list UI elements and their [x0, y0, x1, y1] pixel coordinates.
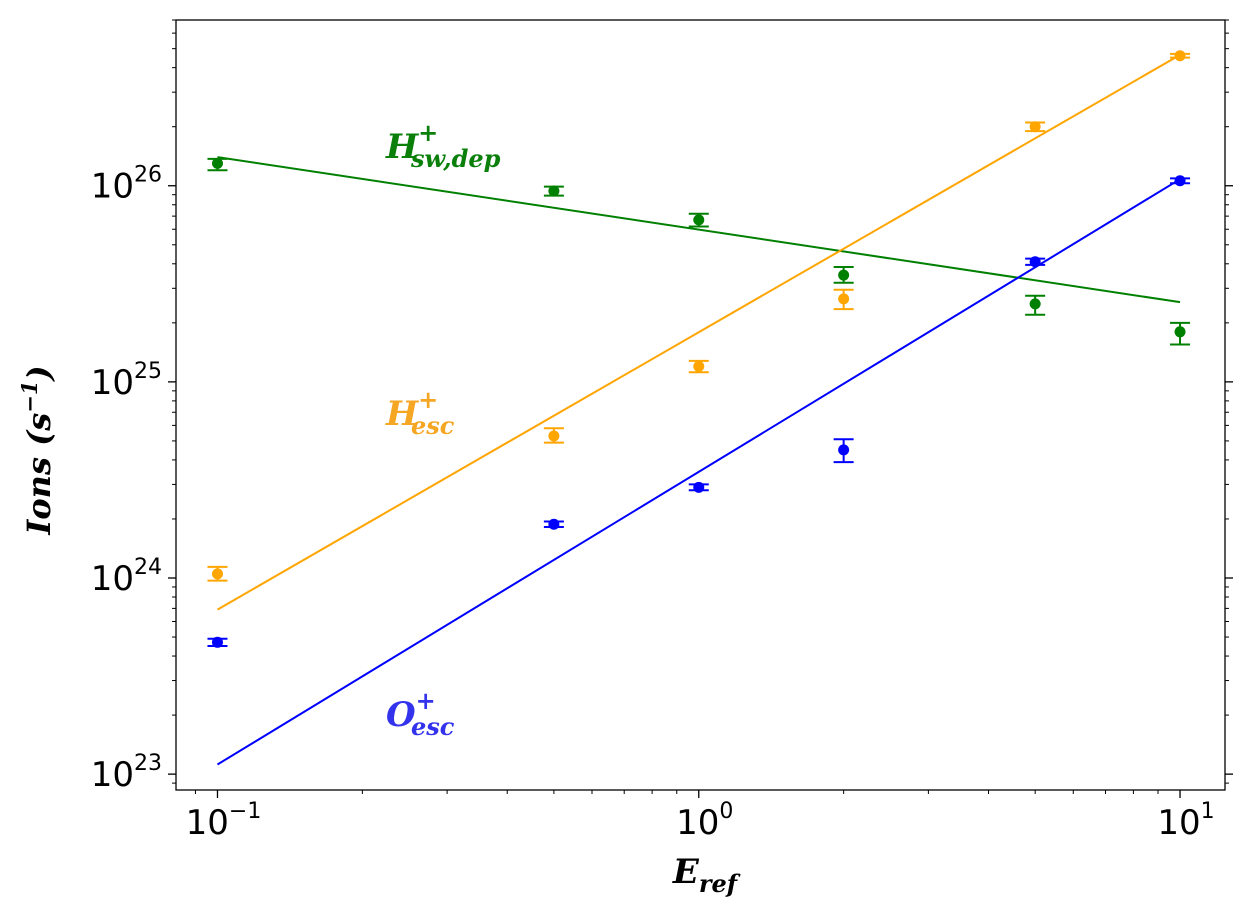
y-tick-label-exp: 23	[134, 751, 162, 776]
fit-lines	[216, 53, 1181, 766]
x-axis-title-sub: ref	[699, 869, 741, 898]
y-axis-title-sup: −1	[17, 381, 42, 413]
x-tick-label: 10−1	[186, 799, 262, 843]
y-tick-label-exp: 25	[134, 359, 162, 384]
annotation-sup: +	[418, 385, 438, 414]
y-tick-label: 1025	[91, 359, 162, 403]
data-point-H_sw,dep	[693, 214, 705, 226]
annotation-base: H	[385, 127, 420, 167]
fit-line-H_esc	[216, 53, 1181, 611]
fit-line-H_sw,dep	[217, 156, 1181, 304]
data-point-H_esc	[1174, 50, 1186, 62]
data-point-H_sw,dep	[548, 185, 560, 197]
y-tick-label-base: 10	[91, 755, 134, 795]
annotation-sup: +	[416, 686, 436, 715]
data-point-H_sw,dep	[838, 269, 850, 281]
x-axis-title-base: E	[672, 852, 700, 892]
annotation-O_esc: O+ esc	[386, 686, 455, 741]
y-axis-title-text: Ions (s	[20, 413, 58, 536]
data-point-O_esc	[1029, 256, 1041, 268]
data-point-H_sw,dep	[1174, 326, 1186, 338]
data-point-H_esc	[1029, 121, 1041, 133]
x-tick-label-exp: 1	[1201, 799, 1215, 824]
x-tick-label-base: 10	[1157, 803, 1200, 843]
data-point-H_esc	[211, 568, 223, 580]
x-axis-title: Eref	[672, 852, 741, 898]
data-point-O_esc	[1174, 175, 1186, 187]
data-point-O_esc	[211, 636, 223, 648]
data-points	[207, 50, 1191, 648]
y-tick-label-base: 10	[91, 363, 134, 403]
annotation-sub: esc	[411, 712, 455, 741]
y-tick-label: 1023	[91, 751, 162, 795]
data-point-H_sw,dep	[211, 157, 223, 169]
annotation-sub: esc	[411, 411, 455, 440]
annotation-sub: sw,dep	[410, 144, 501, 173]
y-axis-title: Ions (s−1)	[17, 365, 58, 535]
x-tick-label-base: 10	[186, 803, 229, 843]
y-tick-label: 1024	[91, 555, 162, 599]
y-tick-label-base: 10	[91, 559, 134, 599]
y-tick-label-exp: 26	[134, 163, 162, 188]
data-point-H_esc	[838, 293, 850, 305]
fit-line-O_esc	[216, 178, 1181, 766]
data-point-O_esc	[693, 481, 705, 493]
y-minor-ticks	[172, 19, 1229, 784]
data-point-H_sw,dep	[1029, 298, 1041, 310]
annotation-sup: +	[418, 118, 438, 147]
x-minor-ticks	[194, 790, 1159, 794]
annotation-base: H	[385, 394, 420, 434]
x-tick-label: 101	[1157, 799, 1214, 843]
y-tick-label: 1026	[91, 163, 162, 207]
data-point-H_esc	[548, 430, 560, 442]
data-point-O_esc	[838, 444, 850, 456]
y-tick-label-base: 10	[91, 167, 134, 207]
plot-frame	[175, 19, 1226, 791]
x-tick-label-exp: 0	[719, 799, 733, 824]
y-tick-label-exp: 24	[134, 555, 162, 580]
annotation-H_sw,dep: H+ sw,dep	[385, 118, 501, 173]
annotation-H_esc: H+ esc	[385, 385, 455, 440]
y-axis-title-close: )	[20, 365, 58, 382]
x-tick-label-base: 10	[676, 803, 719, 843]
data-point-H_esc	[693, 360, 705, 372]
x-tick-label: 100	[676, 799, 733, 843]
x-axis-ticks: 10−1 100 101	[186, 790, 1215, 843]
data-point-O_esc	[548, 518, 560, 530]
x-tick-label-exp: −1	[229, 799, 261, 824]
annotation-base: O	[386, 695, 416, 735]
